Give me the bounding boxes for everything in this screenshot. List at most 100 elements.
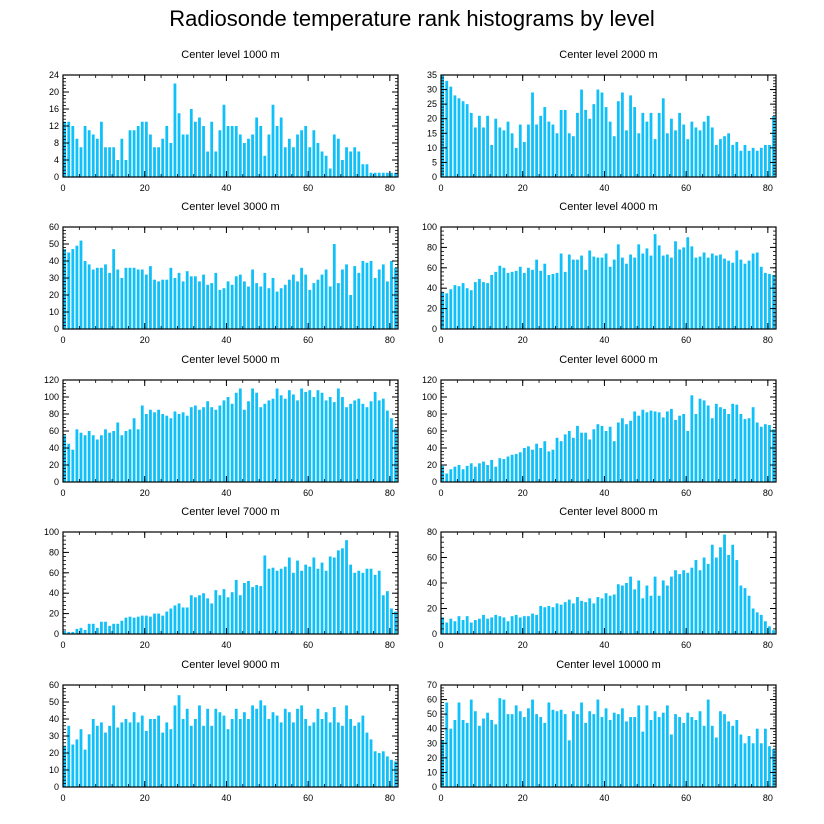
bar [140, 715, 144, 787]
bar [128, 722, 132, 787]
bar [486, 618, 489, 634]
bar [682, 722, 686, 787]
bar [514, 705, 518, 787]
bar [132, 130, 136, 177]
bar [177, 414, 181, 482]
bar [531, 699, 534, 787]
bar [91, 719, 95, 787]
bar [83, 435, 87, 482]
bar [394, 611, 397, 634]
bar [369, 172, 373, 177]
bar [576, 425, 579, 482]
bar [768, 144, 771, 177]
bar [238, 274, 242, 329]
bar [723, 258, 726, 329]
bar [316, 390, 320, 482]
bar [555, 272, 559, 329]
x-tick-label: 80 [763, 640, 773, 650]
bar [181, 281, 185, 329]
x-tick-label: 0 [438, 335, 443, 345]
bar [296, 400, 299, 482]
bar [710, 725, 714, 787]
bar [202, 274, 205, 329]
bar [588, 118, 592, 177]
bar [759, 426, 763, 482]
bar [490, 144, 494, 177]
bar [551, 449, 555, 482]
bar [312, 722, 316, 787]
bar [665, 411, 669, 482]
bar [567, 254, 571, 329]
bar [361, 403, 365, 482]
bar [498, 265, 502, 329]
bar [336, 722, 340, 787]
bar [165, 415, 169, 482]
bar [490, 459, 494, 482]
bar [287, 138, 291, 177]
bar [283, 566, 287, 634]
bar [702, 557, 706, 634]
bar [161, 279, 165, 329]
y-tick-label: 40 [49, 443, 59, 453]
bar [332, 244, 336, 329]
bar [279, 117, 283, 177]
bar [385, 172, 389, 177]
bar [361, 261, 365, 329]
bar [690, 395, 694, 482]
y-tick-label: 12 [49, 121, 59, 131]
bar [482, 127, 485, 177]
bar [727, 721, 731, 787]
bar [128, 429, 132, 482]
bar [275, 291, 279, 329]
bar [95, 267, 99, 329]
bar [735, 142, 739, 177]
bar [535, 443, 538, 482]
bar [768, 425, 771, 482]
x-tick-label: 20 [518, 488, 528, 498]
bar [144, 274, 148, 329]
bar [584, 602, 588, 635]
bar [79, 432, 83, 482]
figure-title: Radiosonde temperature rank histograms b… [169, 6, 655, 31]
bar [559, 441, 563, 482]
y-tick-label: 0 [432, 324, 437, 334]
bar [181, 607, 185, 634]
bar [67, 443, 71, 482]
bar [369, 568, 373, 634]
bar [83, 629, 87, 634]
bar [612, 441, 616, 482]
bar [79, 729, 83, 787]
bar [275, 388, 279, 482]
bar [498, 698, 502, 787]
chart-panel: Center level 7000 m 0 20 40 60 80 0 20 40 60 80 100 [44, 506, 399, 650]
bar [177, 603, 181, 634]
bar [104, 264, 107, 329]
bar [633, 411, 637, 482]
bar [690, 717, 694, 787]
bar [478, 115, 481, 177]
bar [596, 699, 600, 787]
bar [739, 585, 743, 634]
bar [206, 708, 210, 787]
y-tick-label: 60 [427, 695, 437, 705]
bar [571, 711, 575, 787]
bar [445, 293, 449, 329]
bar [469, 112, 473, 177]
bar [596, 89, 600, 177]
x-tick-label: 0 [60, 488, 65, 498]
bar [357, 722, 361, 787]
bar [120, 722, 124, 787]
bar [320, 392, 324, 482]
bar [169, 608, 173, 634]
bar [772, 429, 775, 482]
bar [494, 466, 498, 482]
x-tick-label: 40 [221, 640, 231, 650]
bar [104, 429, 107, 482]
bar [373, 751, 377, 787]
bar [132, 617, 136, 634]
bar [79, 627, 83, 634]
plot-frame [62, 531, 399, 635]
bar [563, 602, 567, 635]
bar [218, 712, 222, 787]
bar [157, 409, 160, 482]
